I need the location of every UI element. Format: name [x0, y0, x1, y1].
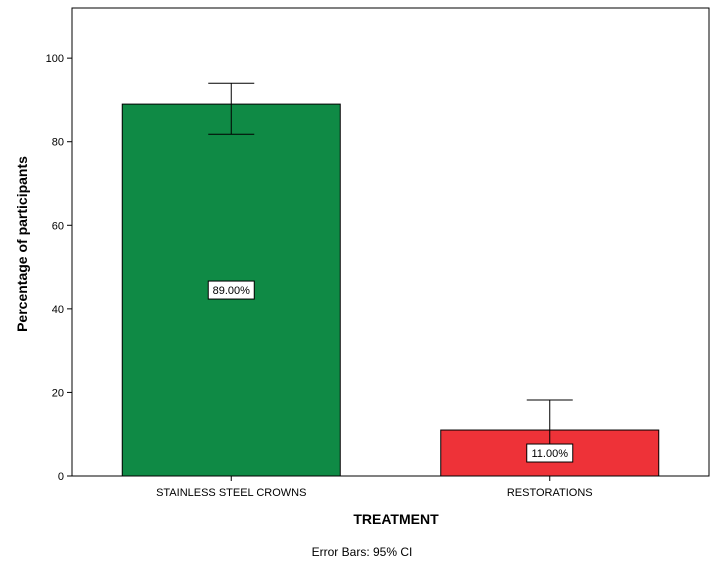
y-tick-label: 0	[58, 471, 64, 483]
y-tick-label: 40	[52, 304, 64, 316]
x-tick-label: STAINLESS STEEL CROWNS	[156, 487, 306, 499]
data-label-box	[207, 280, 255, 300]
y-axis-title: Percentage of participants	[14, 156, 30, 332]
data-labels: 89.00% 11.00%	[207, 280, 574, 463]
x-axis: STAINLESS STEEL CROWNS RESTORATIONS	[72, 475, 709, 499]
data-label: 89.00%	[213, 285, 251, 297]
y-tick-label: 80	[52, 137, 64, 149]
y-tick-label: 20	[52, 387, 64, 399]
y-axis: 0 20 40 60 80 100	[46, 53, 72, 483]
error-bars-note: Error Bars: 95% CI	[312, 545, 413, 559]
x-tick-label: RESTORATIONS	[507, 487, 593, 499]
x-axis-title: TREATMENT	[353, 511, 439, 527]
y-tick-label: 100	[46, 53, 64, 65]
data-label-box	[526, 443, 574, 463]
data-label: 11.00%	[532, 448, 569, 460]
y-tick-label: 60	[52, 220, 64, 232]
